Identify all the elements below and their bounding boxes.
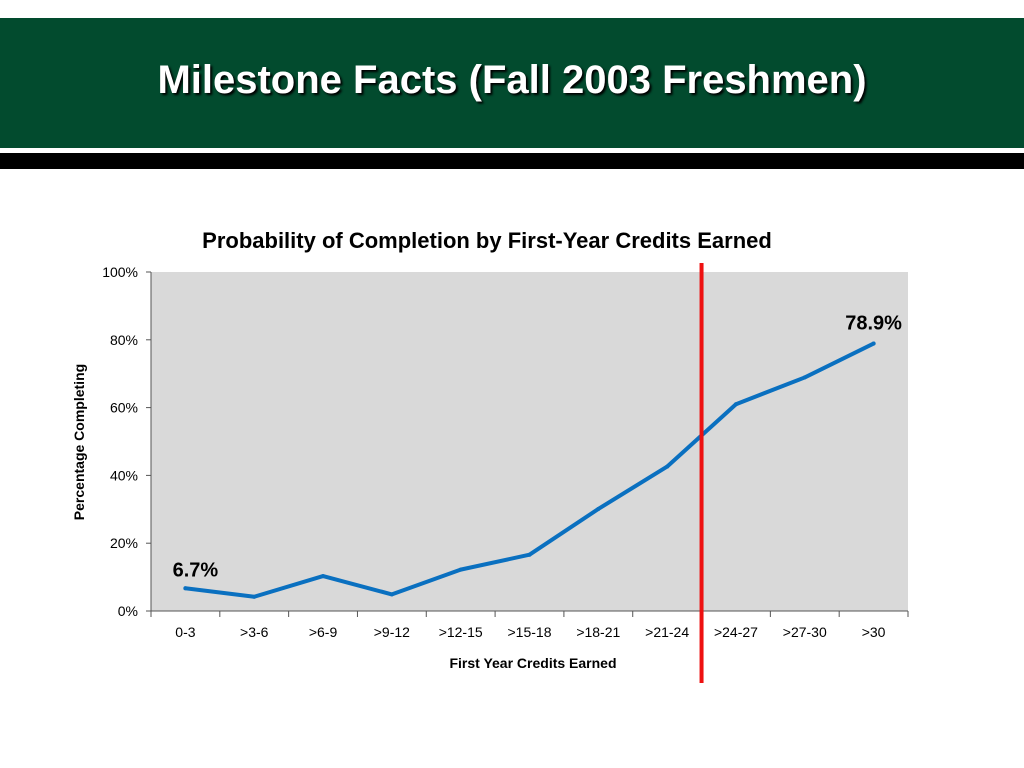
data-point xyxy=(871,341,876,346)
x-tick-label: >18-21 xyxy=(576,624,620,640)
x-axis-title: First Year Credits Earned xyxy=(449,655,616,671)
x-tick-label: >15-18 xyxy=(508,624,552,640)
y-tick-label: 0% xyxy=(118,603,138,619)
x-tick-label: >12-15 xyxy=(439,624,483,640)
y-tick-label: 60% xyxy=(110,400,138,416)
data-point xyxy=(802,375,807,380)
data-point xyxy=(596,506,601,511)
x-tick-label: >21-24 xyxy=(645,624,689,640)
data-point xyxy=(321,574,326,579)
x-tick-label: >9-12 xyxy=(374,624,410,640)
data-label: 78.9% xyxy=(845,313,902,335)
label-layer: 6.7% 78.9% xyxy=(173,313,903,582)
chart-title: Probability of Completion by First-Year … xyxy=(202,228,772,253)
x-tick-label: >24-27 xyxy=(714,624,758,640)
slide-title: Milestone Facts (Fall 2003 Freshmen) xyxy=(157,57,867,102)
series-layer xyxy=(183,263,876,683)
data-point xyxy=(733,402,738,407)
plot-area xyxy=(151,272,908,611)
x-tick-label: >6-9 xyxy=(309,624,338,640)
data-point xyxy=(665,464,670,469)
data-point xyxy=(252,594,257,599)
data-point xyxy=(527,552,532,557)
title-rule xyxy=(0,153,1024,169)
y-tick-label: 20% xyxy=(110,535,138,551)
x-tick-label: >27-30 xyxy=(783,624,827,640)
data-label: 6.7% xyxy=(173,559,219,581)
x-tick-label: 0-3 xyxy=(175,624,195,640)
data-point xyxy=(183,586,188,591)
y-tick-label: 40% xyxy=(110,467,138,483)
x-tick-label: >3-6 xyxy=(240,624,269,640)
y-tick-label: 80% xyxy=(110,332,138,348)
axes: 0% 20% 40% 60% 80% 100% 0-3 >3-6 >6-9 >9-12 >12-15… xyxy=(102,264,909,640)
x-tick-label: >30 xyxy=(862,624,886,640)
y-tick-label: 100% xyxy=(102,264,138,280)
y-axis-title: Percentage Completing xyxy=(71,364,87,520)
data-point xyxy=(389,592,394,597)
data-point xyxy=(458,567,463,572)
title-banner: Milestone Facts (Fall 2003 Freshmen) xyxy=(0,18,1024,148)
